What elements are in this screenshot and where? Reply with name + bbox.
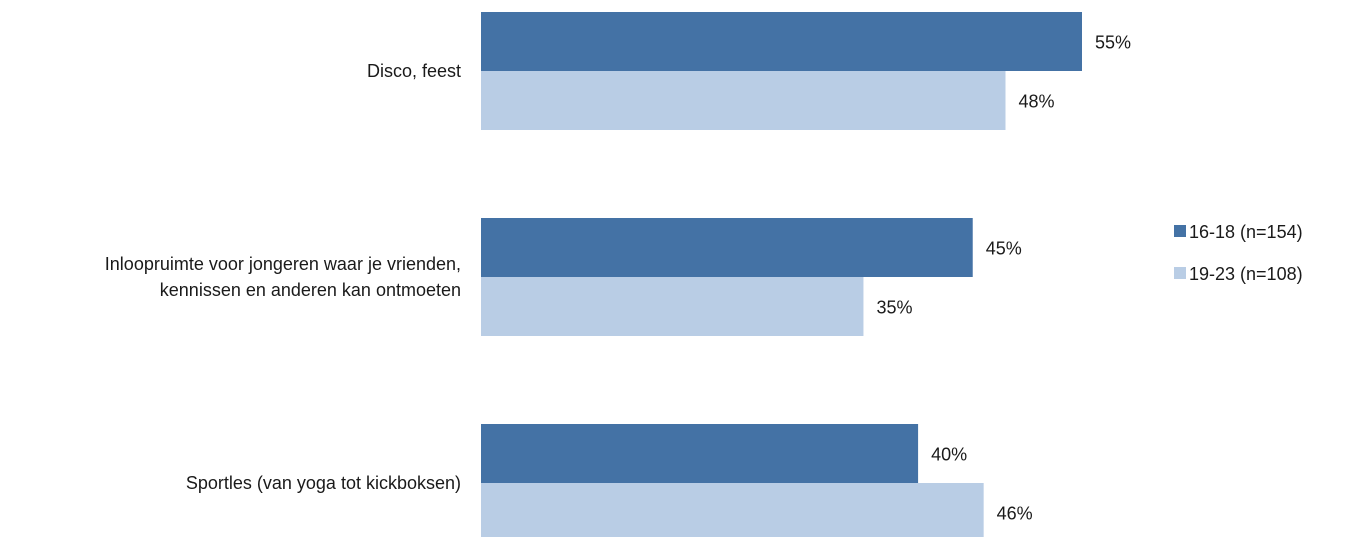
bar <box>481 277 864 336</box>
legend-swatch <box>1174 267 1186 279</box>
category-label-line: Sportles (van yoga tot kickboksen) <box>186 473 461 493</box>
data-label: 45% <box>986 239 1022 259</box>
category-label-line: Inloopruimte voor jongeren waar je vrien… <box>105 254 461 274</box>
category-label: Sportles (van yoga tot kickboksen) <box>186 473 461 493</box>
labels-layer: Disco, feest 55% 48% Inloopruimte voor jong… <box>105 33 1131 524</box>
category-label-line: kennissen en anderen kan ontmoeten <box>160 280 461 300</box>
bar <box>481 218 973 277</box>
data-label: 46% <box>997 504 1033 524</box>
category-label: Disco, feest <box>367 61 461 81</box>
legend-label: 16-18 (n=154) <box>1189 222 1303 242</box>
category-label: Inloopruimte voor jongeren waar je vrien… <box>105 254 461 300</box>
data-label: 40% <box>931 445 967 465</box>
bars-layer <box>481 12 1082 537</box>
data-label: 55% <box>1095 33 1131 53</box>
bar <box>481 483 984 537</box>
bar <box>481 71 1006 130</box>
bar <box>481 424 919 483</box>
bar <box>481 12 1082 71</box>
data-label: 48% <box>1019 92 1055 112</box>
data-label: 35% <box>876 298 912 318</box>
legend-swatch <box>1174 225 1186 237</box>
category-label-line: Disco, feest <box>367 61 461 81</box>
legend: 16-18 (n=154) 19-23 (n=108) <box>1174 222 1303 284</box>
legend-label: 19-23 (n=108) <box>1189 264 1303 284</box>
